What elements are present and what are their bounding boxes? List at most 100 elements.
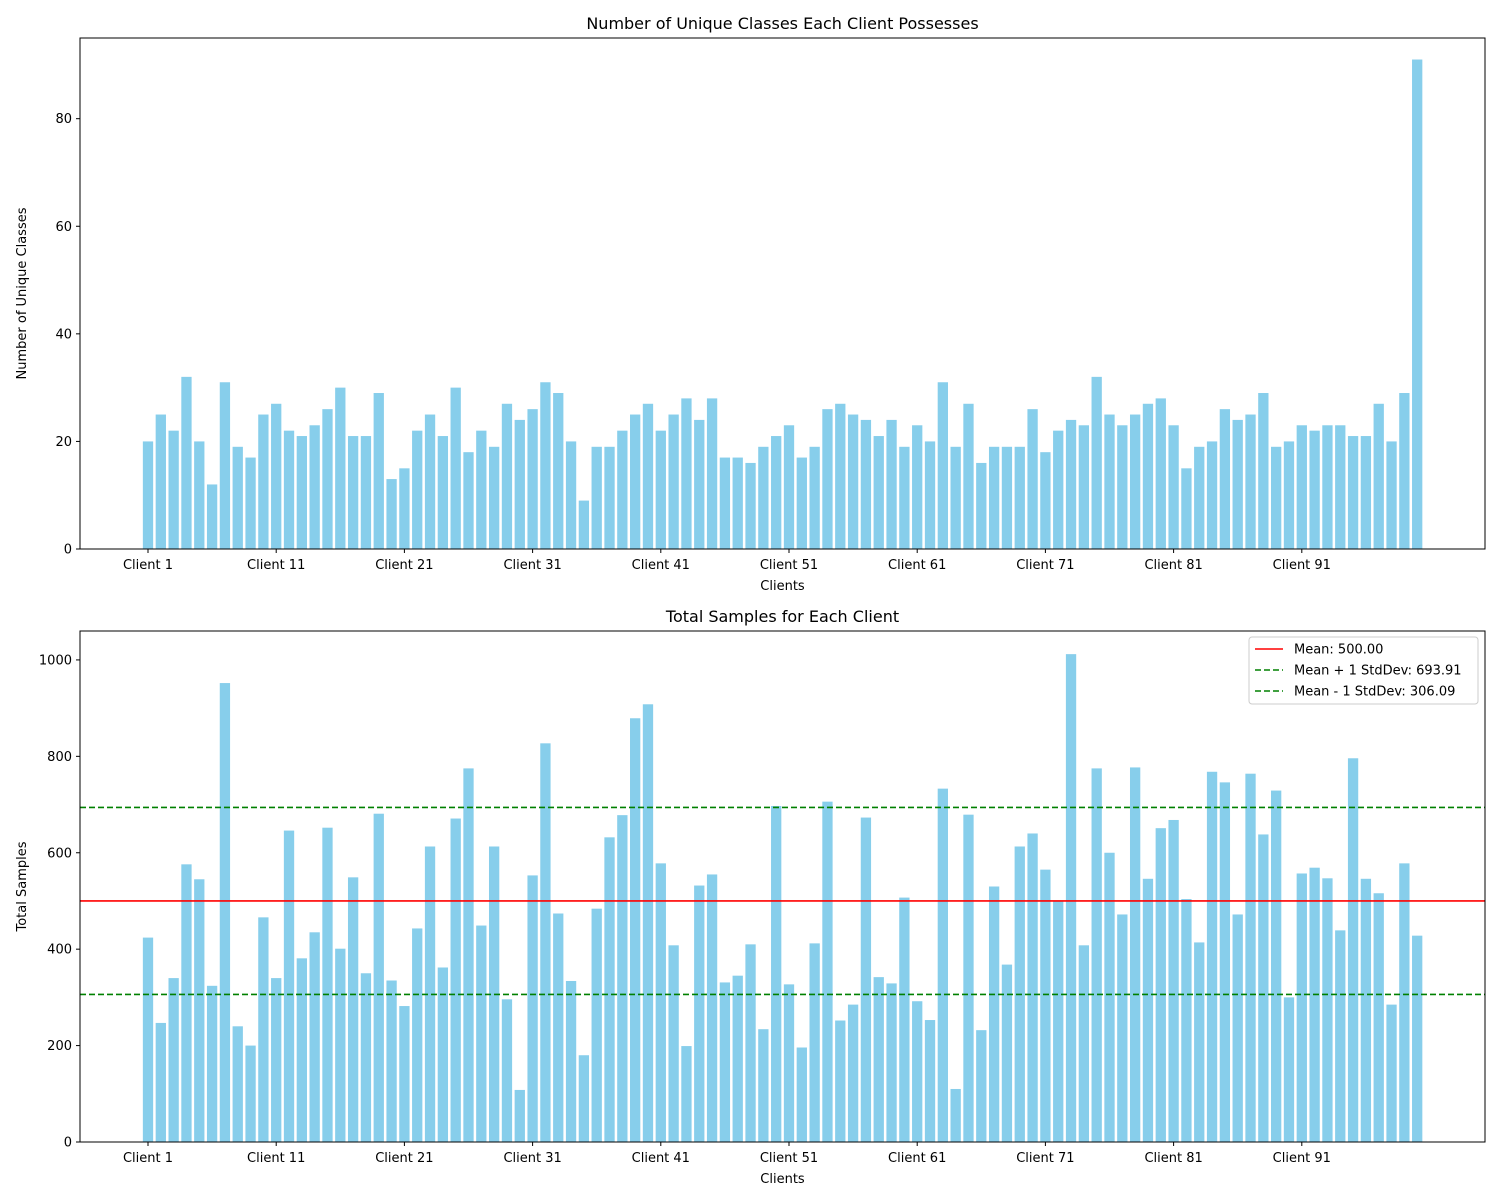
bar: [1027, 409, 1038, 549]
bar: [1155, 398, 1166, 549]
bar: [258, 917, 269, 1142]
bar: [476, 925, 487, 1142]
x-tick-label: Client 21: [375, 558, 433, 573]
bar: [1386, 1004, 1397, 1142]
bar: [1322, 878, 1333, 1142]
bar: [1194, 446, 1205, 549]
bar: [976, 462, 987, 549]
x-tick-label: Client 61: [888, 1151, 946, 1166]
bar: [732, 975, 743, 1142]
x-tick-label: Client 91: [1273, 558, 1331, 573]
bar: [1001, 446, 1013, 549]
bar: [309, 425, 320, 549]
bar: [745, 944, 756, 1142]
bar: [488, 446, 500, 549]
bar: [578, 1055, 590, 1142]
y-tick-label: 60: [55, 220, 72, 235]
y-tick-label: 1000: [39, 653, 72, 668]
bar: [732, 457, 743, 549]
bar: [168, 978, 179, 1142]
bar: [796, 1047, 807, 1142]
bar: [617, 430, 628, 549]
bar: [745, 462, 756, 549]
y-tick-label: 200: [47, 1039, 72, 1054]
bar: [514, 419, 525, 549]
bar: [937, 382, 948, 549]
bar: [1155, 828, 1166, 1142]
bar: [899, 897, 910, 1142]
bar: [1181, 468, 1192, 549]
bar: [1386, 441, 1397, 549]
x-tick-label: Client 81: [1144, 1151, 1202, 1166]
bar: [873, 436, 884, 549]
bar: [642, 704, 654, 1142]
bar: [283, 430, 295, 549]
bar: [617, 815, 628, 1142]
bar: [181, 864, 192, 1142]
bar: [360, 973, 372, 1142]
bar: [681, 1046, 692, 1142]
bar: [540, 743, 551, 1142]
y-tick-label: 800: [47, 750, 72, 765]
bar: [1040, 869, 1051, 1142]
bar: [322, 827, 333, 1142]
bar: [1091, 376, 1102, 549]
bar: [1232, 419, 1243, 549]
bar: [386, 980, 397, 1142]
bar: [181, 376, 192, 549]
bar: [1129, 767, 1141, 1142]
bar: [373, 813, 384, 1142]
x-tick-label: Client 41: [632, 558, 690, 573]
bar: [553, 913, 564, 1142]
chart-title: Total Samples for Each Client: [665, 607, 899, 626]
bar: [988, 446, 1000, 549]
bar: [540, 382, 551, 549]
bar: [553, 393, 564, 549]
bar: [565, 441, 577, 549]
bar: [476, 430, 487, 549]
bar: [155, 414, 166, 549]
bar: [1258, 393, 1269, 549]
bar: [1219, 782, 1231, 1142]
bar: [578, 500, 590, 549]
bar: [758, 1029, 769, 1142]
bar: [232, 1026, 243, 1142]
bar: [360, 436, 372, 549]
bar: [809, 446, 820, 549]
bar: [668, 945, 679, 1142]
bar: [194, 441, 205, 549]
x-tick-label: Client 11: [247, 1151, 305, 1166]
bar: [245, 457, 256, 549]
bar: [886, 983, 897, 1142]
bar: [642, 403, 654, 549]
bar: [591, 446, 602, 549]
x-tick-label: Client 51: [760, 558, 818, 573]
bar: [437, 436, 449, 549]
bar: [604, 446, 615, 549]
bar: [1168, 819, 1179, 1142]
bar: [937, 788, 948, 1142]
bar: [1142, 878, 1154, 1142]
bar: [988, 886, 1000, 1142]
bar: [1360, 436, 1372, 549]
bar: [847, 1004, 859, 1142]
bar: [783, 425, 795, 549]
bar: [783, 984, 795, 1142]
bar: [1360, 878, 1372, 1142]
bar: [1194, 942, 1205, 1142]
bar: [501, 999, 513, 1142]
bar: [1142, 403, 1154, 549]
x-tick-label: Client 21: [375, 1151, 433, 1166]
bar: [630, 718, 641, 1142]
bar: [463, 452, 474, 549]
x-tick-label: Client 91: [1273, 1151, 1331, 1166]
bar: [1014, 446, 1025, 549]
bar: [347, 436, 359, 549]
bar: [1104, 852, 1115, 1142]
bar: [873, 977, 884, 1142]
bar: [655, 430, 666, 549]
bar: [1168, 425, 1179, 549]
x-tick-label: Client 61: [888, 558, 946, 573]
bar: [860, 817, 872, 1142]
bar: [501, 403, 513, 549]
